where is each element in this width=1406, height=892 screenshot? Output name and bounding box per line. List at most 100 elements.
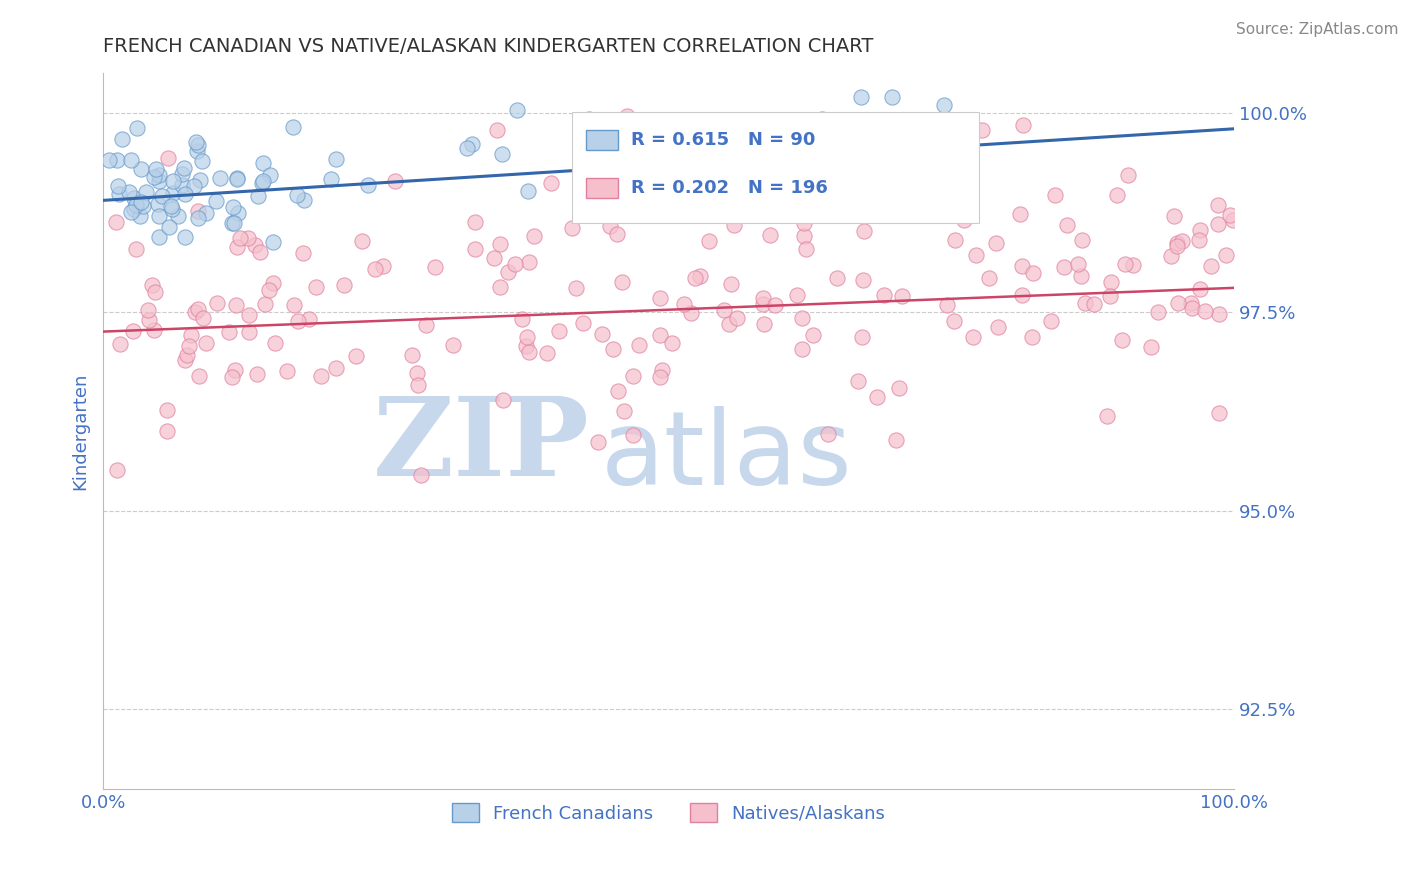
French Canadians	[188, 173, 211, 187]
French Canadians	[252, 156, 274, 170]
Natives/Alaskans	[648, 327, 671, 342]
Natives/Alaskans	[104, 215, 127, 229]
French Canadians	[325, 152, 347, 166]
French Canadians	[654, 174, 676, 188]
Natives/Alaskans	[548, 324, 571, 338]
Natives/Alaskans	[803, 150, 825, 164]
French Canadians	[865, 128, 887, 143]
Natives/Alaskans	[970, 122, 993, 136]
Natives/Alaskans	[716, 201, 738, 215]
Natives/Alaskans	[1040, 314, 1063, 328]
French Canadians	[120, 153, 142, 168]
French Canadians	[613, 152, 636, 166]
Natives/Alaskans	[1011, 287, 1033, 301]
Natives/Alaskans	[1122, 258, 1144, 272]
Natives/Alaskans	[1008, 207, 1031, 221]
Natives/Alaskans	[1222, 212, 1244, 227]
Natives/Alaskans	[1188, 282, 1211, 296]
French Canadians	[801, 182, 824, 196]
Natives/Alaskans	[879, 174, 901, 188]
Natives/Alaskans	[1053, 260, 1076, 275]
Natives/Alaskans	[464, 215, 486, 229]
Natives/Alaskans	[825, 270, 848, 285]
Natives/Alaskans	[681, 188, 703, 202]
French Canadians	[856, 152, 879, 166]
Natives/Alaskans	[1188, 233, 1211, 247]
Natives/Alaskans	[661, 335, 683, 350]
French Canadians	[259, 168, 281, 182]
Natives/Alaskans	[1146, 305, 1168, 319]
French Canadians	[108, 186, 131, 201]
Text: Source: ZipAtlas.com: Source: ZipAtlas.com	[1236, 22, 1399, 37]
French Canadians	[578, 112, 600, 127]
Natives/Alaskans	[786, 288, 808, 302]
Natives/Alaskans	[571, 316, 593, 330]
Natives/Alaskans	[790, 342, 813, 356]
Natives/Alaskans	[184, 304, 207, 318]
Natives/Alaskans	[1206, 217, 1229, 231]
Natives/Alaskans	[488, 280, 510, 294]
French Canadians	[122, 202, 145, 216]
Natives/Alaskans	[536, 346, 558, 360]
Natives/Alaskans	[283, 298, 305, 312]
Natives/Alaskans	[228, 231, 250, 245]
Natives/Alaskans	[817, 426, 839, 441]
Natives/Alaskans	[1071, 233, 1094, 247]
French Canadians	[148, 209, 170, 223]
Natives/Alaskans	[489, 236, 512, 251]
Natives/Alaskans	[1083, 297, 1105, 311]
Natives/Alaskans	[866, 390, 889, 404]
Natives/Alaskans	[523, 229, 546, 244]
French Canadians	[738, 118, 761, 132]
Natives/Alaskans	[363, 261, 385, 276]
Natives/Alaskans	[157, 152, 180, 166]
French Canadians	[125, 198, 148, 212]
French Canadians	[148, 168, 170, 182]
French Canadians	[150, 189, 173, 203]
Text: R = 0.202   N = 196: R = 0.202 N = 196	[631, 178, 828, 196]
Text: FRENCH CANADIAN VS NATIVE/ALASKAN KINDERGARTEN CORRELATION CHART: FRENCH CANADIAN VS NATIVE/ALASKAN KINDER…	[103, 37, 873, 56]
Natives/Alaskans	[243, 238, 266, 252]
Natives/Alaskans	[1163, 209, 1185, 223]
Natives/Alaskans	[882, 206, 904, 220]
Natives/Alaskans	[249, 244, 271, 259]
French Canadians	[118, 186, 141, 200]
Natives/Alaskans	[689, 268, 711, 283]
Natives/Alaskans	[510, 312, 533, 326]
Natives/Alaskans	[298, 312, 321, 326]
Natives/Alaskans	[1206, 198, 1229, 212]
Natives/Alaskans	[808, 118, 831, 132]
Natives/Alaskans	[138, 312, 160, 326]
French Canadians	[602, 130, 624, 145]
Natives/Alaskans	[1111, 333, 1133, 347]
Natives/Alaskans	[1012, 118, 1035, 132]
Natives/Alaskans	[188, 368, 211, 383]
Natives/Alaskans	[873, 287, 896, 301]
French Canadians	[107, 178, 129, 193]
Natives/Alaskans	[935, 298, 957, 312]
Natives/Alaskans	[441, 338, 464, 352]
Natives/Alaskans	[174, 353, 197, 368]
Natives/Alaskans	[516, 329, 538, 343]
Natives/Alaskans	[143, 285, 166, 299]
Natives/Alaskans	[889, 380, 911, 394]
Natives/Alaskans	[953, 212, 976, 227]
French Canadians	[811, 112, 834, 127]
Natives/Alaskans	[851, 330, 873, 344]
French Canadians	[763, 126, 786, 140]
French Canadians	[262, 235, 284, 249]
Natives/Alaskans	[1139, 340, 1161, 354]
Natives/Alaskans	[778, 201, 800, 215]
French Canadians	[142, 169, 165, 184]
Natives/Alaskans	[384, 174, 406, 188]
French Canadians	[252, 173, 274, 187]
Natives/Alaskans	[1114, 257, 1136, 271]
Natives/Alaskans	[718, 317, 741, 331]
Natives/Alaskans	[627, 338, 650, 352]
Natives/Alaskans	[238, 308, 260, 322]
Natives/Alaskans	[681, 306, 703, 320]
Natives/Alaskans	[496, 265, 519, 279]
Natives/Alaskans	[884, 433, 907, 447]
Natives/Alaskans	[176, 348, 198, 362]
French Canadians	[170, 178, 193, 192]
